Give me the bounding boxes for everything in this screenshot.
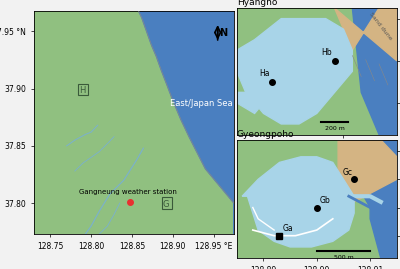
Polygon shape [352, 8, 397, 134]
Text: Gyeongpoho: Gyeongpoho [237, 130, 294, 139]
Text: Gc: Gc [342, 168, 352, 177]
Text: Gangneung weather station: Gangneung weather station [79, 189, 177, 195]
Polygon shape [138, 11, 234, 234]
Text: 200 m: 200 m [325, 126, 344, 131]
Bar [162, 197, 172, 209]
Text: East/Japan Sea: East/Japan Sea [170, 99, 233, 108]
Text: Gb: Gb [320, 196, 330, 205]
Polygon shape [228, 19, 352, 124]
Text: N: N [219, 27, 228, 37]
Polygon shape [228, 92, 264, 114]
Text: Ga: Ga [282, 224, 293, 233]
Text: Ha: Ha [259, 69, 270, 78]
Polygon shape [334, 8, 397, 61]
Polygon shape [370, 179, 397, 258]
Text: Hb: Hb [321, 48, 332, 56]
Bar [78, 84, 88, 95]
Polygon shape [338, 140, 397, 202]
Text: Sand dune: Sand dune [368, 11, 393, 41]
Text: 500 m: 500 m [334, 256, 353, 260]
Text: H: H [79, 86, 85, 95]
Text: Hyangho: Hyangho [237, 0, 277, 7]
Text: G: G [162, 200, 169, 209]
Polygon shape [242, 157, 354, 247]
Polygon shape [354, 140, 397, 207]
